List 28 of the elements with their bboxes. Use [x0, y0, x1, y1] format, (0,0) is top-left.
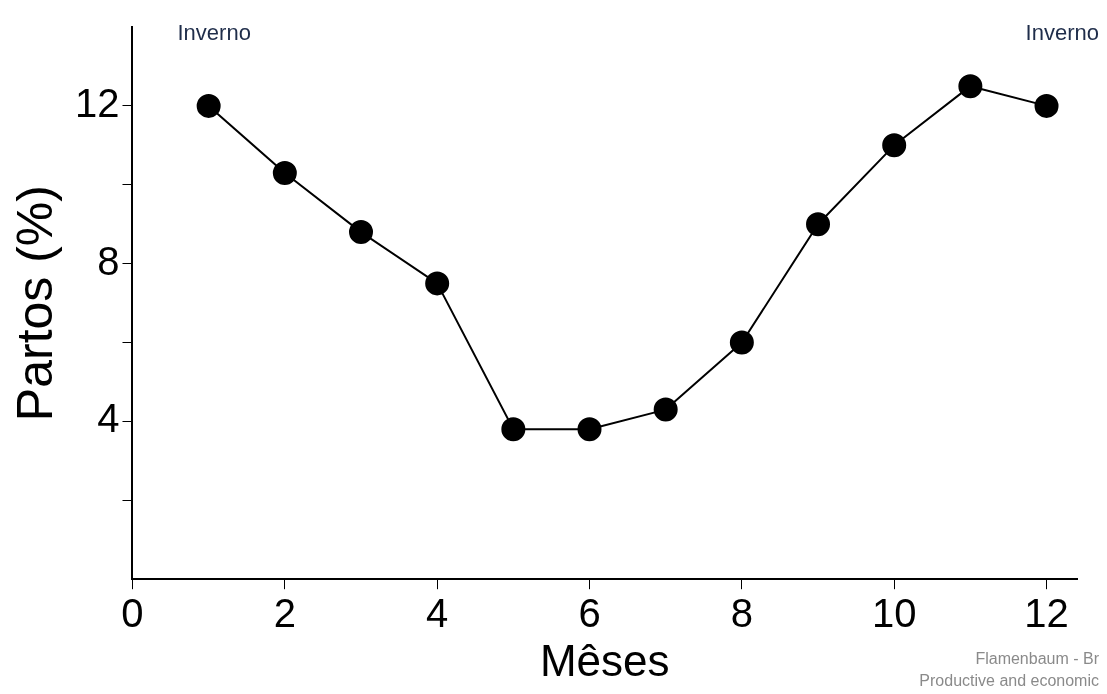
- text: Flamenbaum - Br: [975, 650, 1100, 668]
- y-axis-title: Partos (%): [6, 185, 63, 422]
- annotation: Inverno: [177, 20, 251, 46]
- x-tick-label: 4: [426, 591, 449, 636]
- y-tick-label: 8: [97, 238, 120, 283]
- x-tick-label: 8: [730, 591, 753, 636]
- text: Productive and economic: [919, 672, 1099, 690]
- annotation: Inverno: [1025, 20, 1099, 46]
- point: [1034, 93, 1059, 118]
- y-tick-label: 4: [97, 396, 120, 441]
- point: [653, 397, 678, 422]
- point: [729, 330, 754, 355]
- point: [272, 160, 297, 185]
- x-axis-title: Mêses: [539, 635, 670, 685]
- point: [882, 133, 907, 158]
- point: [196, 93, 221, 118]
- y-tick-label: 12: [74, 80, 120, 125]
- point: [501, 417, 526, 442]
- point: [577, 417, 602, 442]
- x-tick-label: 0: [121, 591, 144, 636]
- x-tick-label: 12: [1024, 591, 1069, 636]
- point: [958, 74, 983, 99]
- x-tick-label: 2: [273, 591, 296, 636]
- x-tick-label: 10: [871, 591, 917, 636]
- point: [425, 271, 450, 296]
- point: [349, 220, 373, 245]
- x-tick-label: 6: [578, 591, 601, 636]
- point: [806, 212, 831, 237]
